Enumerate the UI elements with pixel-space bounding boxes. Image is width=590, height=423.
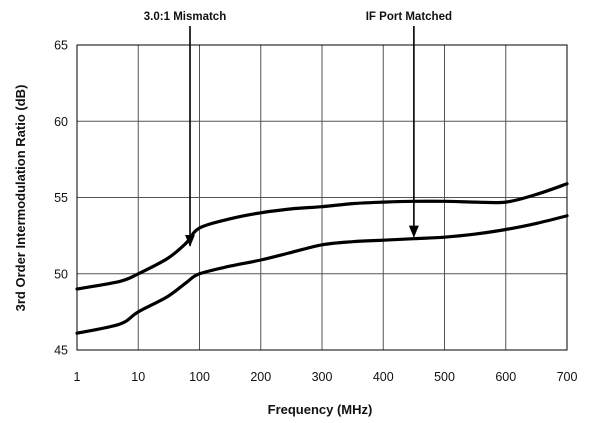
x-axis-label: Frequency (MHz) [268, 402, 373, 417]
series-line-lower [75, 214, 569, 335]
y-tick-labels: 45 50 55 60 65 [54, 39, 68, 358]
grid-lines [77, 45, 567, 350]
x-tick-label: 600 [495, 370, 516, 384]
x-tick-label: 1 [74, 370, 81, 384]
series-layer [75, 182, 569, 335]
y-tick-label: 45 [54, 344, 68, 358]
y-tick-label: 60 [54, 115, 68, 129]
annotation-label: 3.0:1 Mismatch [144, 11, 226, 23]
y-tick-label: 55 [54, 191, 68, 205]
x-tick-label: 300 [312, 370, 333, 384]
x-tick-label: 500 [434, 370, 455, 384]
plot-frame [76, 44, 568, 351]
annotation-label: IF Port Matched [366, 11, 452, 23]
x-tick-label: 200 [250, 370, 271, 384]
y-tick-label: 50 [54, 267, 68, 281]
x-tick-labels: 1 10 100 200 300 400 500 600 700 [74, 370, 578, 384]
annotations: 3.0:1 Mismatch IF Port Matched [144, 11, 452, 247]
y-axis-label: 3rd Order Intermodulation Ratio (dB) [13, 85, 28, 312]
series-line-upper [75, 182, 569, 291]
x-tick-label: 700 [557, 370, 578, 384]
x-tick-label: 100 [189, 370, 210, 384]
y-tick-label: 65 [54, 39, 68, 53]
x-tick-label: 400 [373, 370, 394, 384]
x-tick-label: 10 [131, 370, 145, 384]
